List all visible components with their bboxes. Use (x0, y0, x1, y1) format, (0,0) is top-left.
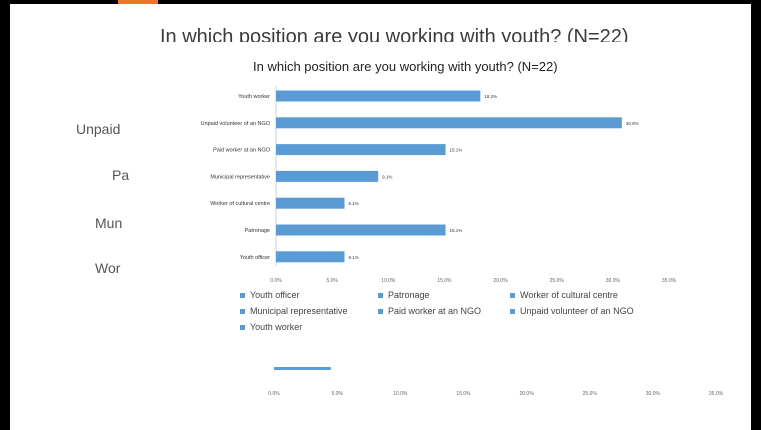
chart-title: In which position are you working with y… (253, 59, 558, 74)
bar (276, 170, 379, 182)
background-x-tick-label: 15.0% (456, 391, 471, 397)
category-label: Municipal representative (210, 174, 270, 180)
legend-item: Youth officer (240, 290, 300, 300)
background-bottom-chart: 0.0% 5.0% 10.0% 15.0% 20.0% 25.0% 30.0% 35.0% (268, 367, 724, 397)
background-x-tick-label: 25.0% (583, 391, 598, 397)
legend-swatch (510, 293, 515, 299)
legend-item: Municipal representative (240, 306, 348, 316)
legend-label: Unpaid volunteer of an NGO (520, 306, 634, 316)
background-x-tick-label: 10.0% (393, 391, 408, 397)
legend-item: Patronage (378, 290, 430, 300)
bar (276, 144, 446, 156)
background-x-tick-label: 0.0% (268, 391, 280, 397)
category-label: Worker of cultural centre (210, 201, 270, 207)
legend-label: Worker of cultural centre (520, 290, 618, 300)
bar (276, 117, 622, 129)
legend-item: Worker of cultural centre (510, 290, 618, 300)
category-label: Youth worker (238, 94, 270, 100)
x-tick-label: 20.0% (493, 278, 508, 284)
category-label: Youth officer (240, 255, 270, 261)
category-label: Paid worker at an NGO (213, 148, 271, 154)
bar-chart: 0.0% 5.0% 10.0% 15.0% 20.0% 25.0% 30.0% 35.0% Yo… (201, 86, 677, 284)
legend-label: Patronage (388, 290, 430, 300)
background-label-mun: Mun (95, 215, 123, 231)
background-label-pa: Pa (112, 167, 130, 183)
legend-swatch (510, 309, 515, 315)
category-label: Patronage (245, 228, 270, 234)
data-label: 18.2% (484, 94, 497, 99)
background-label-wor: Wor (95, 260, 121, 276)
background-x-tick-label: 30.0% (646, 391, 661, 397)
legend-item: Paid worker at an NGO (378, 306, 481, 316)
data-label: 9.1% (382, 174, 392, 179)
data-label: 6.1% (348, 255, 358, 260)
data-label: 15.1% (450, 228, 463, 233)
x-tick-label: 25.0% (550, 278, 565, 284)
legend-swatch (378, 293, 383, 299)
legend-label: Municipal representative (250, 306, 348, 316)
bar (276, 90, 481, 102)
x-tick-label: 30.0% (606, 278, 621, 284)
x-tick-label: 35.0% (662, 278, 677, 284)
legend-swatch (240, 325, 245, 331)
x-tick-label: 10.0% (381, 278, 396, 284)
accent-strip (118, 0, 158, 4)
legend-swatch (378, 309, 383, 315)
background-slide-title: In which position are you working with y… (160, 26, 629, 42)
slide-canvas: In which position are you working with y… (10, 4, 751, 430)
background-x-tick-label: 20.0% (519, 391, 534, 397)
category-label: Unpaid volunteer of an NGO (201, 121, 271, 127)
legend-label: Youth worker (250, 322, 303, 332)
data-label: 30.8% (626, 121, 639, 126)
legend-item: Youth worker (240, 322, 302, 332)
bar (276, 197, 345, 209)
x-tick-label: 5.0% (326, 278, 338, 284)
bar (276, 251, 345, 263)
background-x-tick-label: 35.0% (709, 391, 724, 397)
background-x-tick-label: 5.0% (331, 391, 343, 397)
legend-label: Paid worker at an NGO (388, 306, 482, 316)
legend-swatch (240, 293, 245, 299)
x-tick-label: 15.0% (437, 278, 452, 284)
data-label: 6.1% (348, 201, 358, 206)
data-label: 15.1% (450, 148, 463, 153)
bar (276, 224, 446, 236)
legend-label: Youth officer (250, 290, 300, 300)
background-bar (274, 367, 331, 370)
legend-swatch (240, 309, 245, 315)
background-label-unpaid: Unpaid (76, 121, 121, 137)
x-tick-label: 0.0% (270, 278, 282, 284)
legend-item: Unpaid volunteer of an NGO (510, 306, 634, 316)
